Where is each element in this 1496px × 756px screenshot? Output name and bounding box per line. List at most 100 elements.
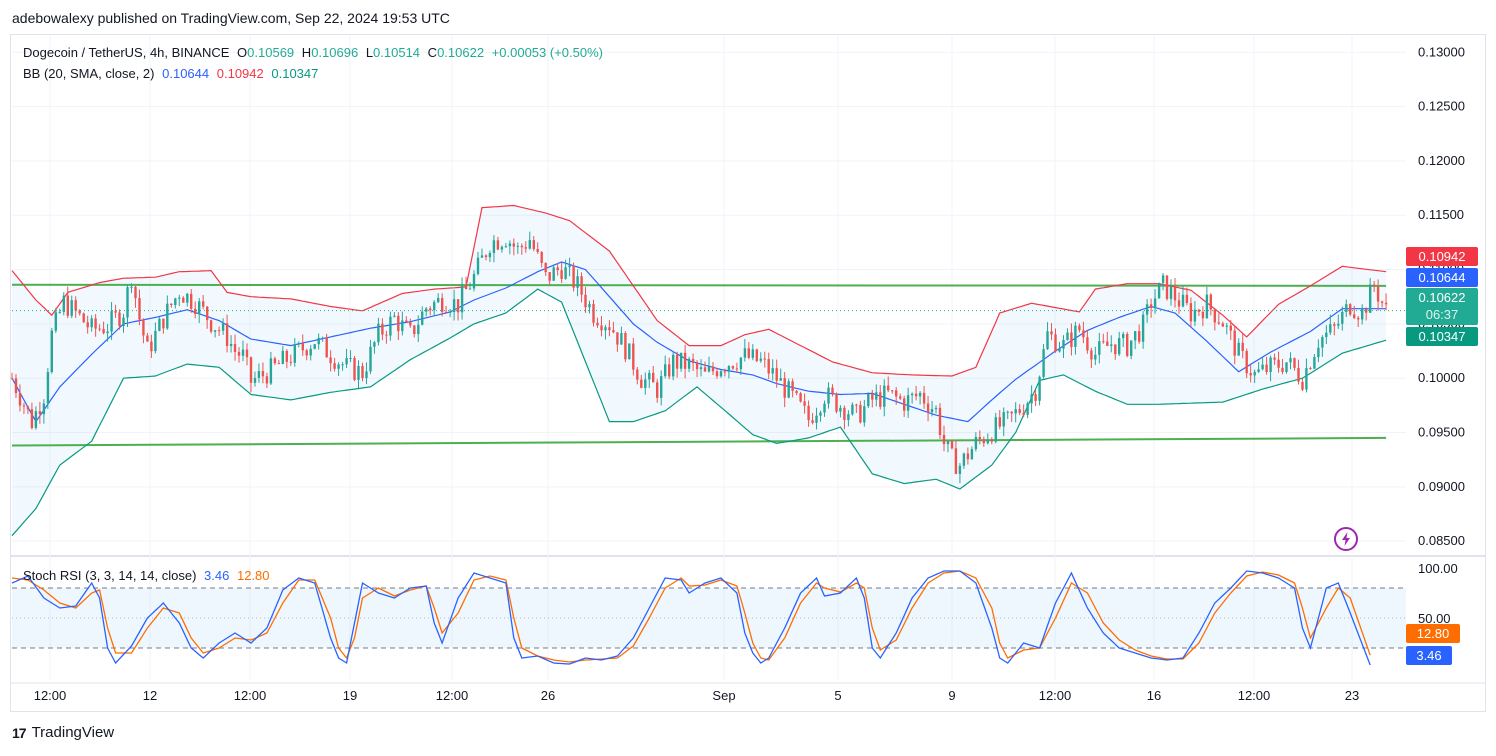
candle-body xyxy=(1372,284,1376,287)
symbol-label[interactable]: Dogecoin / TetherUS, 4h, BINANCE xyxy=(23,45,230,60)
candle-body xyxy=(1002,412,1005,427)
candle-body xyxy=(1090,350,1093,360)
candle-body xyxy=(544,263,547,273)
candle-body xyxy=(1349,304,1352,315)
candle-body xyxy=(592,304,595,323)
candle-body xyxy=(811,420,814,423)
candle-body xyxy=(735,368,739,370)
candle-body xyxy=(114,311,117,313)
candle-body xyxy=(381,323,384,335)
candle-body xyxy=(333,363,336,369)
candle-body xyxy=(628,343,631,360)
candle-body xyxy=(166,303,169,329)
open-value: 0.10569 xyxy=(247,45,295,60)
tradingview-logo-icon: 17 xyxy=(12,724,27,741)
candle-body xyxy=(261,371,265,377)
candle-body xyxy=(962,453,966,466)
stoch-rsi-legend: Stoch RSI (3, 3, 14, 14, close) 3.46 12.… xyxy=(23,568,270,583)
bb-label[interactable]: BB (20, SMA, close, 2) xyxy=(23,66,155,81)
candle-body xyxy=(1245,351,1248,374)
candle-body xyxy=(22,405,26,407)
price-tick-label: 0.09000 xyxy=(1418,479,1465,494)
candle-body xyxy=(672,354,675,377)
candle-body xyxy=(564,267,567,279)
candle-body xyxy=(1050,331,1053,335)
bb-lower-line xyxy=(11,288,1387,537)
candle-body xyxy=(731,366,735,369)
candle-body xyxy=(82,313,85,323)
candle-body xyxy=(596,322,599,326)
candle-body xyxy=(46,372,50,404)
candle-body xyxy=(448,312,452,313)
candle-body xyxy=(1173,286,1177,301)
candle-body xyxy=(500,246,504,250)
candle-body xyxy=(405,320,408,322)
candle-body xyxy=(281,350,284,364)
candle-body xyxy=(78,310,81,314)
candle-body xyxy=(679,352,683,369)
candle-body xyxy=(1130,340,1133,356)
candle-body xyxy=(851,404,854,415)
candle-body xyxy=(540,252,543,263)
candle-body xyxy=(1353,314,1356,318)
candle-body xyxy=(357,366,360,380)
candle-body xyxy=(803,401,806,406)
candle-body xyxy=(982,439,985,444)
candle-body xyxy=(198,301,201,314)
candle-body xyxy=(560,270,563,279)
candle-body xyxy=(429,308,432,311)
bb-legend: BB (20, SMA, close, 2) 0.10644 0.10942 0… xyxy=(23,66,318,81)
trendline-support xyxy=(11,436,1387,447)
chart-frame[interactable] xyxy=(10,34,1486,712)
candle-body xyxy=(711,366,715,372)
candle-body xyxy=(1341,312,1344,324)
close-label: C xyxy=(427,45,438,60)
candle-body xyxy=(922,392,926,404)
lightning-icon[interactable] xyxy=(1333,526,1359,552)
candle-body xyxy=(202,301,205,307)
rsi-tick-label: 50.00 xyxy=(1418,611,1451,626)
stoch-d-price-tag: 12.80 xyxy=(1406,624,1460,643)
candle-body xyxy=(664,364,667,377)
candle-body xyxy=(1273,357,1276,360)
time-tick-label: 12 xyxy=(143,688,157,703)
candle-body xyxy=(1054,334,1057,352)
candle-body xyxy=(683,352,687,369)
candle-body xyxy=(341,364,344,366)
candle-body xyxy=(194,308,197,314)
candle-body xyxy=(755,349,758,361)
candle-body xyxy=(644,379,647,388)
candle-body xyxy=(325,337,328,358)
candle-body xyxy=(345,358,348,365)
candle-body xyxy=(472,274,476,289)
candle-body xyxy=(695,363,699,370)
candle-body xyxy=(775,368,778,381)
candle-body xyxy=(548,272,551,281)
candle-body xyxy=(1321,337,1324,348)
candle-body xyxy=(1329,324,1332,333)
candle-body xyxy=(1293,358,1296,368)
candle-body xyxy=(1038,376,1041,401)
candle-body xyxy=(1126,334,1129,356)
candle-body xyxy=(154,330,157,352)
time-tick-label: 23 xyxy=(1345,688,1359,703)
footer-brand[interactable]: 17 TradingView xyxy=(12,724,114,741)
candle-body xyxy=(723,371,727,373)
stoch-rsi-label[interactable]: Stoch RSI (3, 3, 14, 14, close) xyxy=(23,568,197,583)
candle-body xyxy=(1189,303,1193,322)
candle-body xyxy=(799,393,802,402)
candle-body xyxy=(512,243,515,247)
candle-body xyxy=(1313,357,1316,369)
candle-body xyxy=(444,311,448,313)
candle-body xyxy=(1261,364,1264,370)
candle-body xyxy=(464,285,468,290)
candle-body xyxy=(1102,341,1105,343)
candle-body xyxy=(66,295,69,316)
candle-body xyxy=(50,330,53,372)
candle-body xyxy=(452,299,456,312)
candle-body xyxy=(10,378,14,380)
candle-body xyxy=(476,257,480,274)
close-value: 0.10622 xyxy=(437,45,485,60)
candle-body xyxy=(441,298,444,312)
